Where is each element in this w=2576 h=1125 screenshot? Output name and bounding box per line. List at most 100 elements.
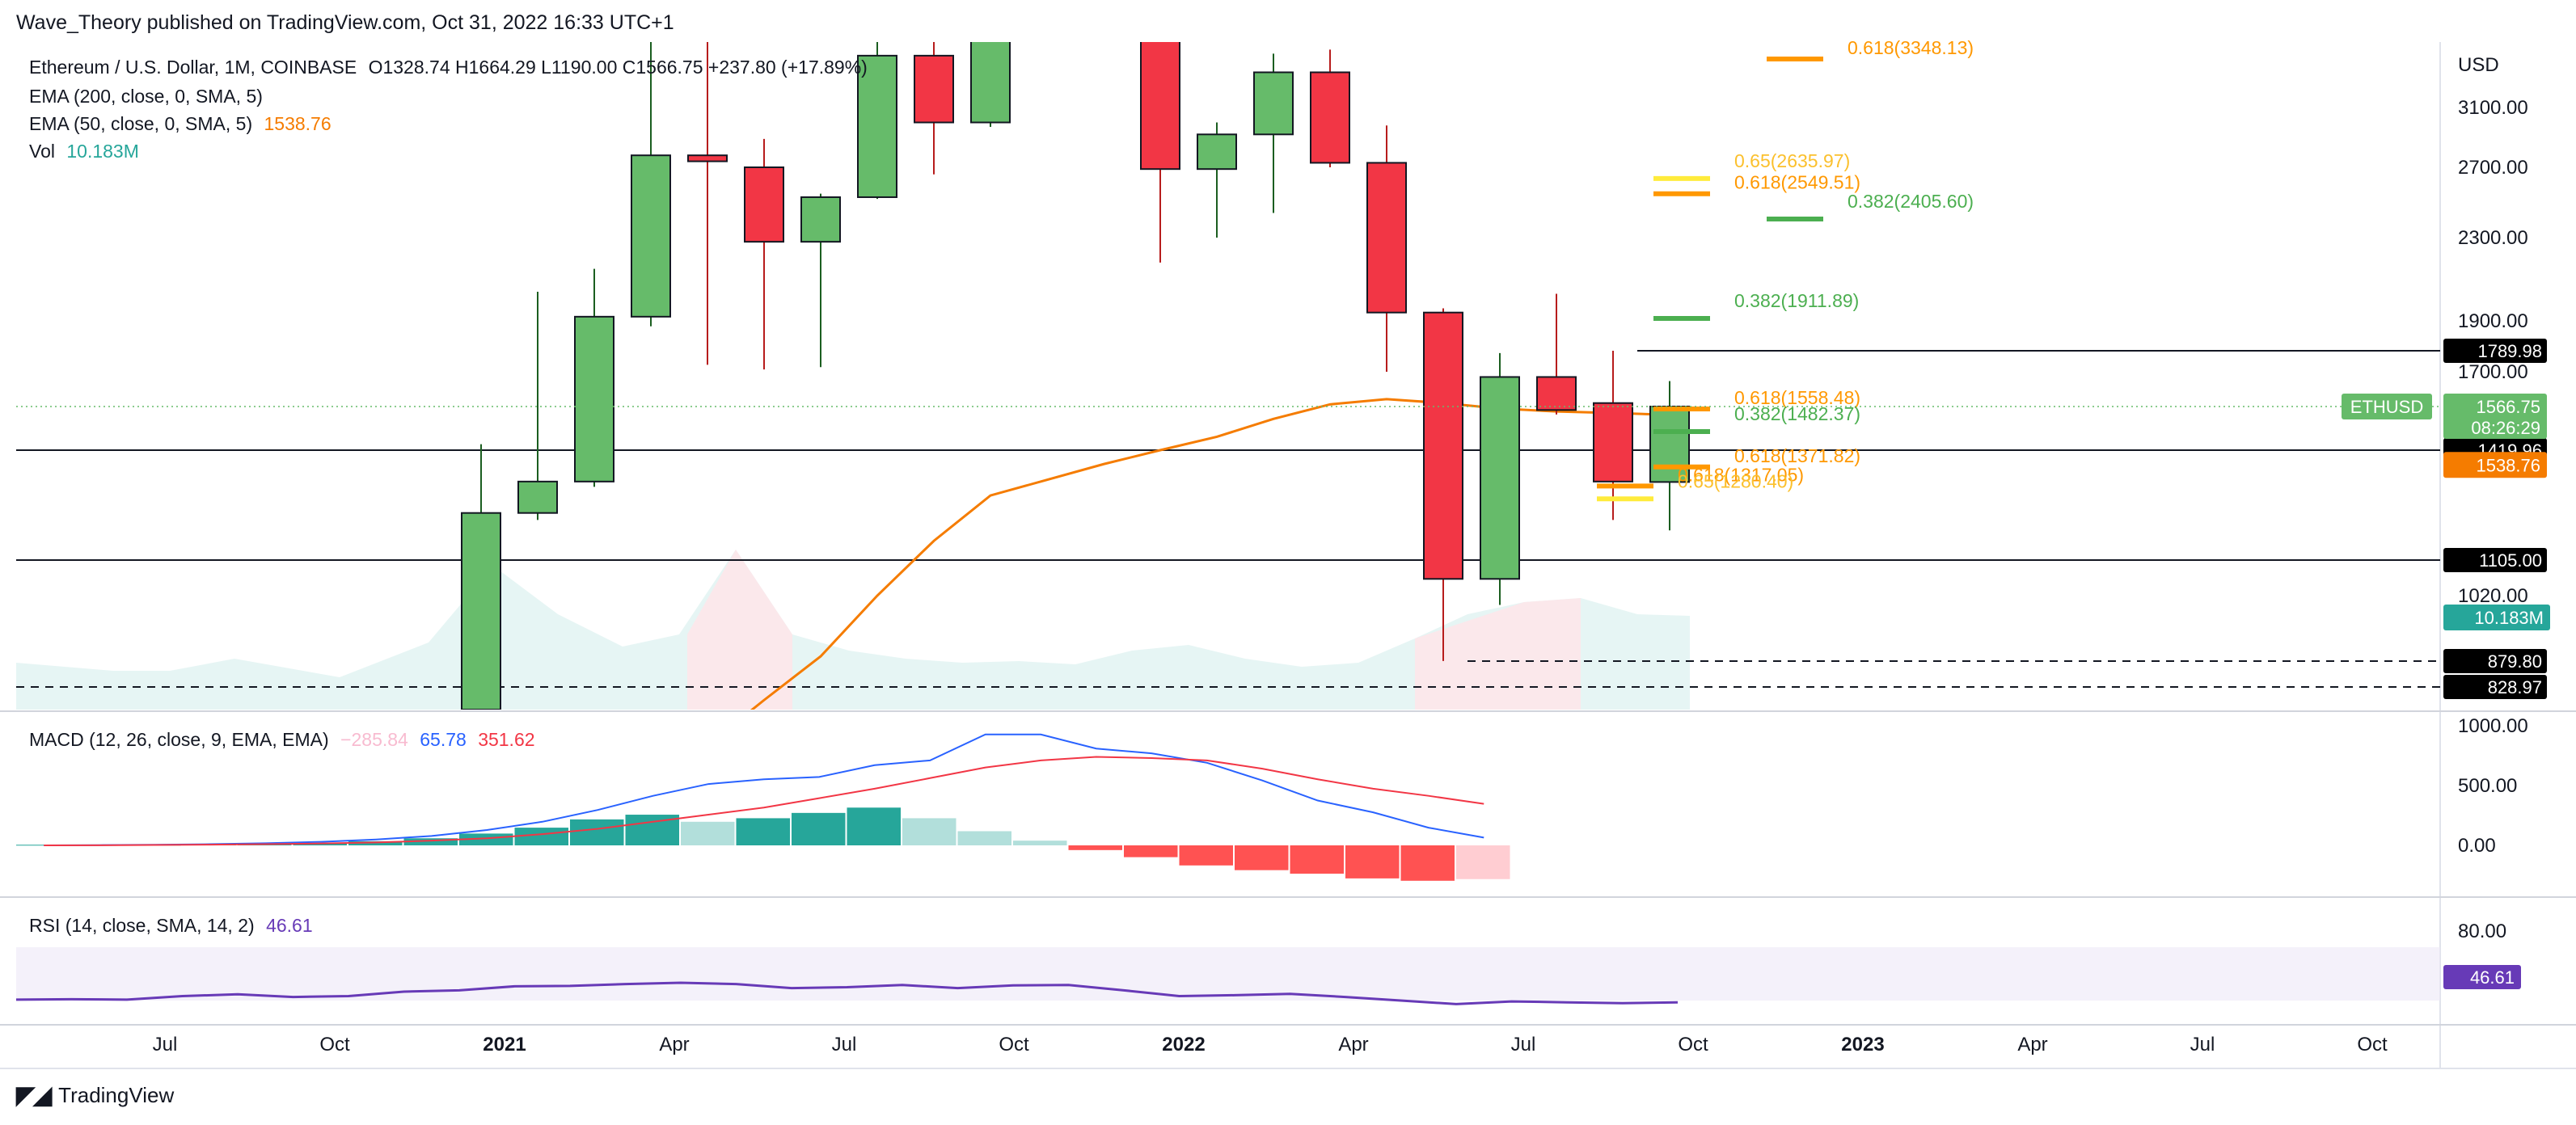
fib-level-label: 0.382(1482.37)	[1734, 403, 1860, 424]
candle-body	[1197, 133, 1237, 171]
fib-level-label: 0.382(1911.89)	[1734, 290, 1859, 311]
candle-body	[1593, 402, 1633, 482]
current-price-tag-countdown: 08:26:29	[2471, 418, 2540, 438]
price-axis-tick: 1900.00	[2458, 310, 2528, 332]
publisher-line: Wave_Theory published on TradingView.com…	[16, 11, 674, 34]
time-axis-label: Jul	[2190, 1034, 2215, 1055]
rsi-value-tag-label: 46.61	[2470, 967, 2515, 988]
legend-macd-hist: −285.84	[340, 729, 408, 750]
fib-level-label: 0.382(2405.60)	[1848, 191, 1974, 212]
legend-symbol: Ethereum / U.S. Dollar, 1M, COINBASE	[29, 57, 357, 78]
macd-histogram-bar	[1235, 845, 1289, 870]
current-price-tag-value: 1566.75	[2476, 397, 2540, 417]
candle-body	[970, 42, 1011, 124]
candle-body	[574, 315, 614, 482]
candle-body	[1140, 42, 1180, 171]
price-axis-tick: 1700.00	[2458, 361, 2528, 383]
rsi-value-tag	[2443, 965, 2521, 989]
time-axis-label: Oct	[319, 1034, 350, 1055]
ethusd-symbol-tag	[2342, 394, 2432, 419]
candle-body	[631, 154, 671, 318]
ethusd-symbol-tag-label: ETHUSD	[2350, 397, 2423, 417]
price-axis-title: USD	[2458, 54, 2499, 76]
macd-line	[44, 733, 1484, 846]
macd-histogram-bar	[957, 831, 1011, 845]
candle-body	[744, 166, 784, 243]
price-tag	[2443, 548, 2547, 572]
legend-vol: Vol 10.183M	[29, 141, 139, 162]
macd-axis-tick: 0.00	[2458, 835, 2496, 857]
candle-body	[1536, 376, 1577, 411]
macd-histogram-bar	[1290, 845, 1344, 874]
footer-brand-text: TradingView	[58, 1083, 175, 1107]
candle-body	[857, 54, 897, 198]
footer-brand[interactable]: ◤◢ TradingView	[16, 1081, 174, 1110]
candle-body	[1649, 406, 1690, 483]
volume-area	[16, 550, 1690, 710]
price-tag-label: 1105.00	[2479, 550, 2542, 571]
fib-level-label: 0.618(1317.05)	[1678, 464, 1804, 485]
fib-level-label: 0.618(1558.48)	[1734, 387, 1860, 408]
time-axis-label: Oct	[999, 1034, 1029, 1055]
price-tag	[2443, 339, 2547, 363]
price-tag-label: 828.97	[2488, 677, 2542, 697]
price-axis-tick: 1020.00	[2458, 585, 2528, 607]
time-axis-label: Apr	[2017, 1034, 2047, 1055]
legend-ema50: EMA (50, close, 0, SMA, 5) 1538.76	[29, 113, 332, 135]
legend-rsi: RSI (14, close, SMA, 14, 2) 46.61	[29, 915, 313, 937]
legend-vol-value: 10.183M	[66, 141, 139, 162]
time-axis-label: Jul	[832, 1034, 857, 1055]
candle-body	[1310, 71, 1350, 164]
macd-histogram-bar	[1400, 845, 1455, 881]
ema-price-tag-value: 1538.76	[2476, 455, 2540, 475]
fib-level-label: 0.65(1280.40)	[1678, 470, 1793, 491]
legend-macd: MACD (12, 26, close, 9, EMA, EMA) −285.8…	[29, 729, 535, 751]
candle-body	[914, 54, 954, 124]
legend-ema200: EMA (200, close, 0, SMA, 5)	[29, 86, 263, 107]
candle-body	[1423, 311, 1463, 580]
legend-symbol-row: Ethereum / U.S. Dollar, 1M, COINBASE O13…	[29, 57, 868, 78]
candle-body	[1253, 71, 1294, 136]
candle-body	[1480, 376, 1520, 580]
rsi-axis-tick: 80.00	[2458, 921, 2506, 942]
legend-ema50-value: 1538.76	[264, 113, 332, 134]
macd-histogram-bar	[570, 819, 624, 845]
time-axis-label: Apr	[659, 1034, 689, 1055]
volume-tag-value: 10.183M	[2474, 608, 2544, 628]
candle-body	[800, 196, 841, 243]
price-tag-label: 879.80	[2488, 651, 2542, 672]
price-axis-tick: 2300.00	[2458, 227, 2528, 249]
time-axis-label: 2022	[1162, 1034, 1205, 1055]
legend-ema50-label: EMA (50, close, 0, SMA, 5)	[29, 113, 253, 134]
time-axis-label: Oct	[1678, 1034, 1708, 1055]
macd-histogram-bar	[348, 841, 403, 845]
macd-histogram-bar	[1345, 845, 1400, 879]
legend-ohlc: O1328.74 H1664.29 L1190.00 C1566.75 +237…	[368, 57, 868, 78]
legend-macd-label: MACD (12, 26, close, 9, EMA, EMA)	[29, 729, 329, 750]
main-pane	[16, 42, 2440, 710]
legend-vol-label: Vol	[29, 141, 55, 162]
macd-histogram-bar	[1456, 845, 1510, 879]
macd-histogram-bar	[1179, 845, 1233, 866]
legend-rsi-label: RSI (14, close, SMA, 14, 2)	[29, 915, 255, 936]
volume-area-down	[1415, 598, 1581, 710]
macd-histogram-bar	[736, 818, 790, 845]
macd-histogram-bar	[514, 828, 568, 845]
rsi-line	[15, 981, 1679, 1005]
macd-histogram-bar	[681, 821, 735, 845]
legend-rsi-value: 46.61	[266, 915, 313, 936]
legend-macd-line: 65.78	[420, 729, 467, 750]
macd-signal-line	[44, 756, 1484, 846]
ema-price-tag	[2443, 452, 2547, 478]
legend-macd-signal: 351.62	[478, 729, 535, 750]
macd-histogram-bar	[403, 838, 458, 845]
current-price-tag	[2443, 394, 2547, 439]
price-tag	[2443, 649, 2547, 673]
time-axis-label: Apr	[1338, 1034, 1368, 1055]
fib-level-label: 0.618(1371.82)	[1734, 445, 1860, 466]
macd-histogram-bar	[459, 833, 513, 845]
fib-level-label: 0.618(3348.13)	[1848, 37, 1974, 58]
candle-body	[461, 512, 501, 710]
price-tag-label: 1789.98	[2477, 341, 2542, 361]
